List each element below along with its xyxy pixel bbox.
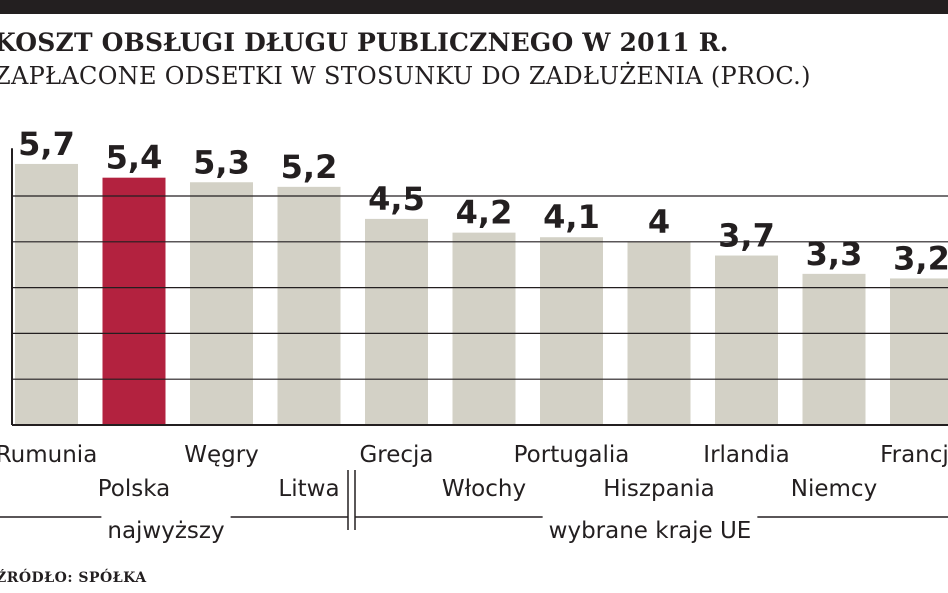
category-label-grecja: Grecja [359,442,433,468]
bar-węgry [190,182,253,425]
chart-title: KOSZT OBSŁUGI DŁUGU PUBLICZNEGO W 2011 R… [0,28,729,57]
category-label-węgry: Węgry [184,442,259,468]
category-label-niemcy: Niemcy [791,476,877,502]
value-label-grecja: 4,5 [368,180,425,218]
gridlines-layer [12,195,948,380]
bar-włochy [452,232,516,425]
value-label-niemcy: 3,3 [806,235,863,273]
category-label-polska: Polska [98,476,171,502]
value-label-portugalia: 4,1 [543,198,600,236]
group-label-0: najwyższy [107,518,224,544]
group-label-1: wybrane kraje UE [549,518,752,544]
group-bracket-0: najwyższy [0,470,349,544]
category-label-rumunia: Rumunia [0,442,97,468]
value-label-włochy: 4,2 [456,194,513,232]
bar-francja [890,278,948,425]
group-label-bg-1 [542,514,758,520]
group-bracket-1: wybrane kraje UE [354,470,948,544]
bar-grecja [365,218,428,425]
category-label-włochy: Włochy [442,476,526,502]
group-label-bg-0 [101,514,231,520]
category-label-hiszpania: Hiszpania [603,476,715,502]
value-label-hiszpania: 4 [648,203,670,241]
chart-subtitle: ZAPŁACONE ODSETKI W STOSUNKU DO ZADŁUŻEN… [0,62,811,90]
category-label-litwa: Litwa [278,476,339,502]
bar-polska [102,177,166,425]
value-label-rumunia: 5,7 [18,125,75,163]
group-brackets-layer: najwyższy wybrane kraje UE [0,470,948,544]
category-label-irlandia: Irlandia [703,442,789,468]
bars-layer [15,163,948,425]
bar-portugalia [540,237,603,425]
category-label-portugalia: Portugalia [514,442,630,468]
axis-layer [11,148,948,426]
value-label-francja: 3,2 [893,239,948,277]
bar-rumunia [15,163,78,425]
source-note: ŹRÓDŁO: SPÓŁKA [0,570,147,586]
bar-irlandia [715,255,778,425]
bar-niemcy [802,273,866,425]
value-labels-layer: 5,7 5,4 5,3 5,2 4,5 4,2 4,1 4 3,7 3,3 3,2 [18,125,948,278]
value-label-irlandia: 3,7 [718,217,775,255]
top-bar [0,0,948,14]
value-label-litwa: 5,2 [281,148,338,186]
value-label-polska: 5,4 [106,139,163,177]
bar-litwa [277,186,341,425]
value-label-węgry: 5,3 [193,143,250,181]
category-label-francja: Francja [880,442,948,468]
